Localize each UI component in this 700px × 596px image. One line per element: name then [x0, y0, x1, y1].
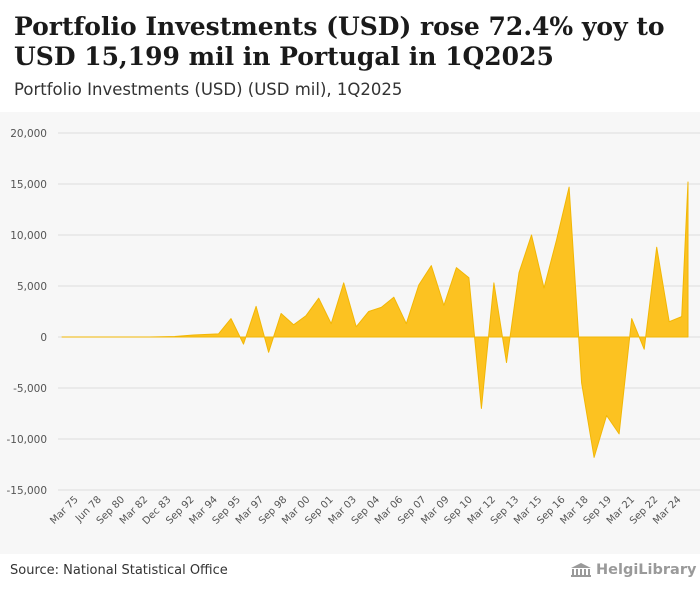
y-tick-label: 15,000: [10, 179, 47, 191]
y-tick-label: -15,000: [6, 485, 47, 497]
y-tick-label: 5,000: [17, 281, 47, 293]
y-tick-label: 0: [40, 332, 47, 344]
y-tick-label: -10,000: [6, 434, 47, 446]
series-area-portfolio-investments: [61, 181, 689, 458]
y-axis-labels: 20,000 15,000 10,000 5,000 0 -5,000 -10,000 -15…: [6, 128, 47, 497]
data-area: [61, 181, 689, 458]
library-building-icon: [571, 563, 591, 577]
chart-subtitle: Portfolio Investments (USD) (USD mil), 1…: [14, 80, 403, 99]
brand-logo[interactable]: HelgiLibrary: [570, 562, 696, 578]
source-note: Source: National Statistical Office: [10, 563, 228, 578]
y-tick-label: -5,000: [13, 383, 47, 395]
y-tick-label: 10,000: [10, 230, 47, 242]
brand-name: HelgiLibrary: [596, 562, 697, 578]
chart-title: Portfolio Investments (USD) rose 72.4% y…: [14, 12, 665, 71]
y-tick-label: 20,000: [10, 128, 47, 140]
x-tick-label: Mar 75: [48, 494, 80, 526]
